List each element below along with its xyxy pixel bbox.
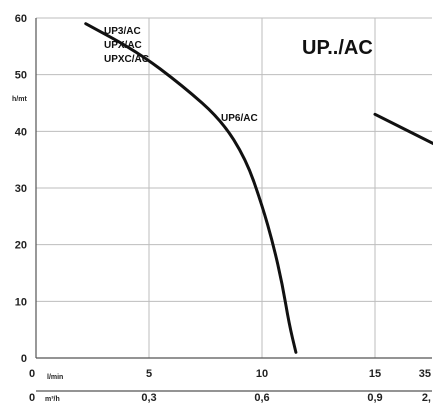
- x-tick-label: 5: [146, 368, 152, 380]
- series-label: UP6/AC: [221, 113, 258, 124]
- series-line-2: [373, 112, 433, 146]
- x2-tick-label: 0: [29, 392, 35, 404]
- chart-title: UP../AC: [302, 37, 373, 59]
- series-labels: UP3/AC UPX/AC UPXC/AC UP6/AC: [104, 26, 258, 124]
- series-label: UPX/AC: [104, 40, 142, 51]
- y-tick-label: 20: [15, 240, 27, 252]
- x-ticks: 05101520253035: [29, 368, 431, 380]
- y-tick-label: 0: [21, 353, 27, 365]
- x2-tick-label: 0,9: [367, 392, 382, 404]
- y-tick-label: 40: [15, 126, 27, 138]
- x-tick-label: 15: [369, 368, 381, 380]
- x-tick-label: 35: [419, 368, 431, 380]
- y-tick-label: 60: [15, 13, 27, 25]
- y-tick-label: 30: [15, 183, 27, 195]
- y-tick-label: 10: [15, 296, 27, 308]
- y-ticks: 0 10 20 30 40 50 60: [15, 13, 27, 365]
- grid: [36, 17, 432, 358]
- x-tick-label: 10: [256, 368, 268, 380]
- x-tick-label: 0: [29, 368, 35, 380]
- x-unit-label: l/min: [47, 374, 63, 381]
- secondary-x-ticks: 00,30,60,91,21,51,82,: [29, 392, 431, 404]
- x2-tick-label: 0,6: [254, 392, 269, 404]
- y-tick-label: 50: [15, 70, 27, 82]
- series-line-1: [84, 22, 298, 354]
- series-label: UPXC/AC: [104, 54, 149, 65]
- x2-tick-label: 0,3: [141, 392, 156, 404]
- series-label: UP3/AC: [104, 26, 141, 37]
- x2-unit-label: m³/h: [45, 396, 60, 403]
- x2-tick-label: 2,: [422, 392, 431, 404]
- series: [84, 22, 433, 354]
- y-unit-label: h/mt: [12, 96, 27, 103]
